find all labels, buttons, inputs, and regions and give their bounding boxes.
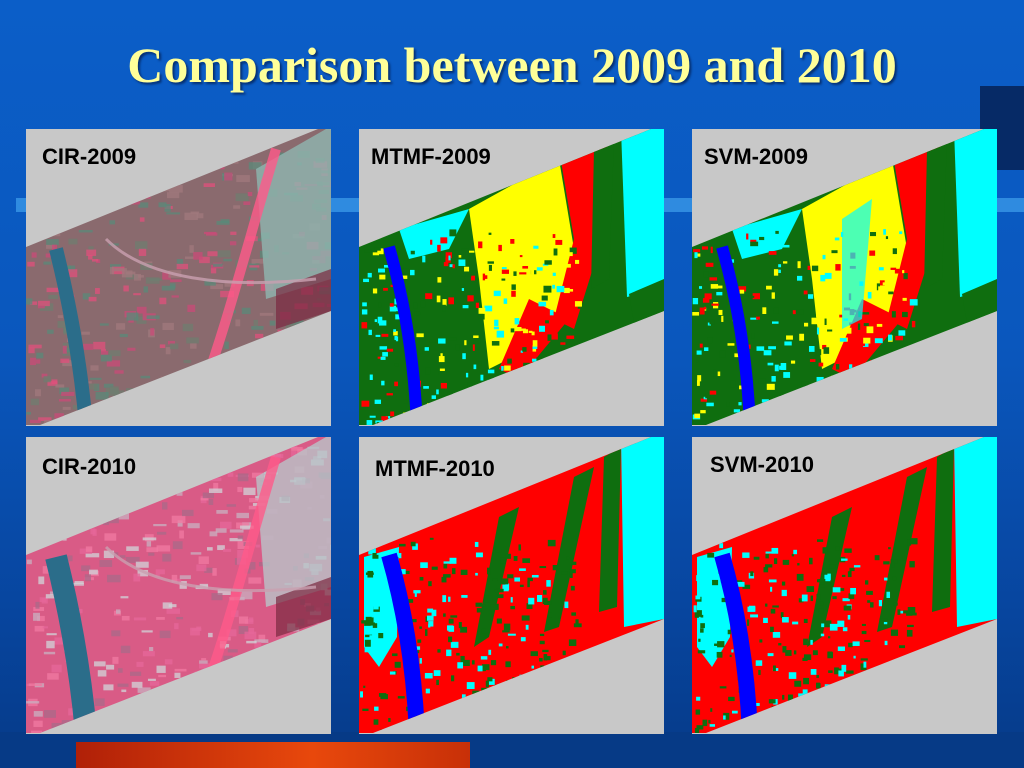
deco-light-strip-right (664, 198, 694, 212)
image-panel-svm-2009: SVM-2009 (692, 129, 997, 426)
image-panel-svm-2010: SVM-2010 (692, 437, 997, 734)
scene-image-cir-2009 (26, 129, 331, 425)
deco-light-strip-left (16, 198, 26, 212)
panel-label: SVM-2010 (710, 452, 814, 477)
scene-image-cir-2010 (26, 437, 331, 733)
scene-image-mtmf-2009 (359, 129, 664, 425)
panel-label: MTMF-2010 (375, 456, 495, 481)
panel-label: CIR-2009 (42, 144, 137, 169)
deco-orange-bar (76, 742, 470, 768)
scene-image-svm-2009 (692, 129, 997, 425)
slide-title: Comparison between 2009 and 2010 (127, 37, 897, 93)
panel-label: CIR-2010 (42, 454, 137, 479)
scene-image-svm-2010 (692, 437, 997, 733)
image-panel-mtmf-2009: MTMF-2009 (359, 129, 664, 426)
deco-light-strip-far-right (996, 198, 1024, 212)
image-panel-cir-2009: CIR-2009 (26, 129, 331, 426)
panel-label: MTMF-2009 (371, 144, 491, 169)
image-panel-cir-2010: CIR-2010 (26, 437, 331, 734)
image-panel-mtmf-2010: MTMF-2010 (359, 437, 664, 734)
deco-light-strip-mid (330, 198, 360, 212)
scene-image-mtmf-2010 (359, 437, 664, 733)
panel-label: SVM-2009 (704, 144, 808, 169)
